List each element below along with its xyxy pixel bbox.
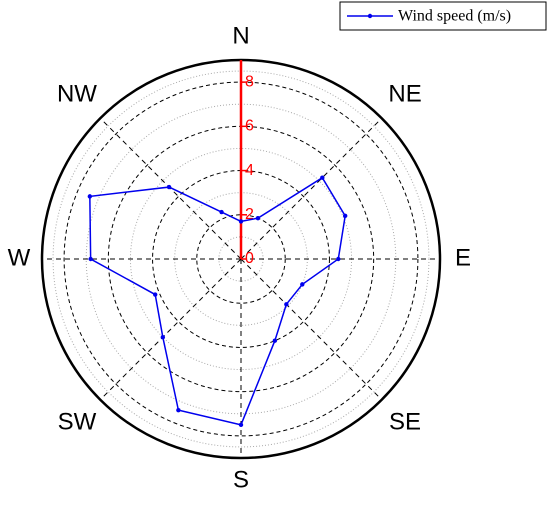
radial-tick-label: 6 bbox=[245, 118, 254, 135]
direction-label: NW bbox=[57, 80, 97, 107]
data-point bbox=[88, 256, 93, 262]
radial-tick-label: 4 bbox=[245, 162, 254, 179]
data-point bbox=[160, 334, 166, 340]
grid-circle bbox=[196, 214, 286, 304]
spoke bbox=[99, 258, 242, 401]
data-point bbox=[219, 209, 224, 215]
direction-label: SE bbox=[389, 408, 421, 435]
spoke bbox=[240, 258, 383, 401]
direction-label: S bbox=[233, 466, 249, 493]
direction-label: SW bbox=[58, 408, 97, 435]
data-point bbox=[153, 292, 158, 297]
data-point bbox=[300, 282, 305, 287]
legend-label: Wind speed (m/s) bbox=[398, 8, 511, 25]
data-point bbox=[255, 215, 261, 221]
direction-label: N bbox=[232, 22, 249, 49]
data-point bbox=[238, 219, 244, 224]
data-point bbox=[272, 338, 278, 343]
data-point bbox=[176, 407, 181, 413]
radial-tick-label: 2 bbox=[245, 206, 254, 223]
direction-label: E bbox=[455, 244, 471, 271]
legend-marker bbox=[367, 13, 373, 19]
data-point bbox=[238, 422, 244, 428]
direction-label: NE bbox=[388, 80, 421, 107]
data-point bbox=[87, 194, 93, 199]
spoke bbox=[240, 117, 383, 260]
data-point bbox=[342, 213, 348, 219]
radial-tick-label: 0 bbox=[245, 250, 254, 267]
data-point bbox=[336, 256, 341, 262]
data-point bbox=[166, 184, 172, 190]
data-point bbox=[320, 175, 325, 180]
direction-label: W bbox=[8, 244, 31, 271]
data-point bbox=[284, 302, 289, 307]
radial-tick-label: 8 bbox=[245, 73, 254, 90]
